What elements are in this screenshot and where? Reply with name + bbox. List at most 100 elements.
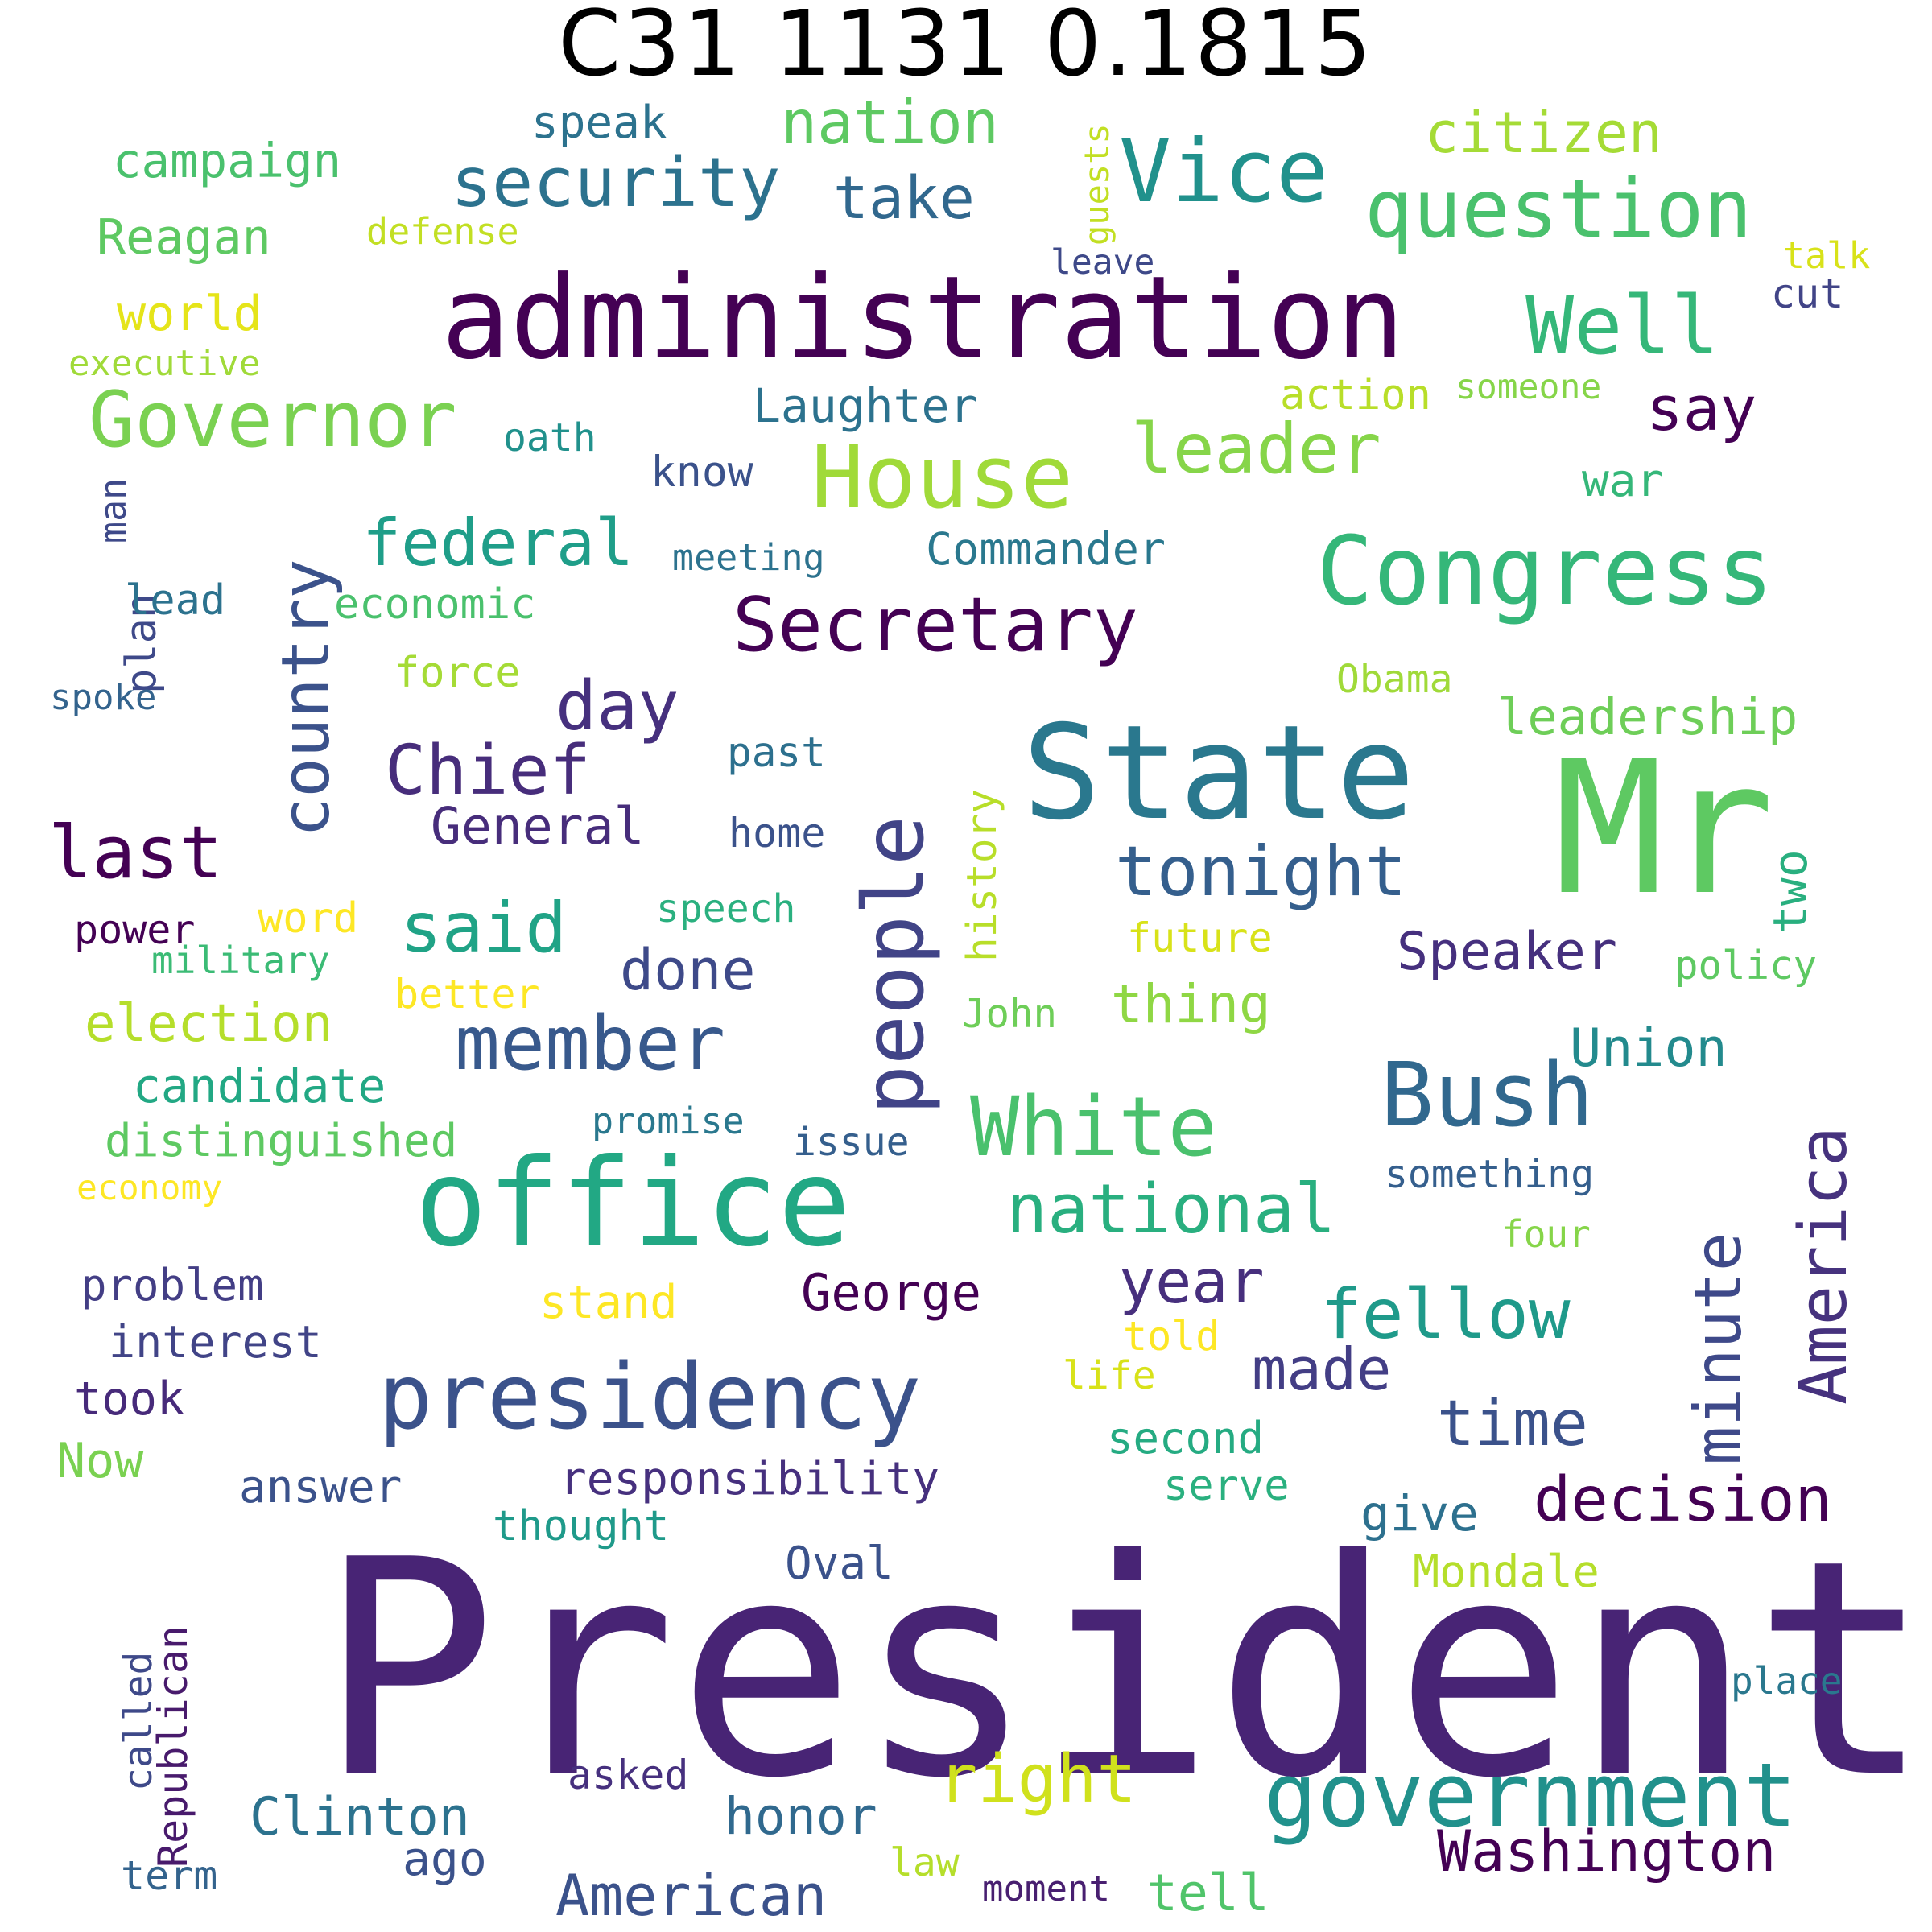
cloud-word: Vice [1119, 122, 1329, 222]
cloud-word: military [151, 939, 330, 982]
cloud-word: speak [531, 97, 667, 149]
cloud-word: time [1437, 1388, 1588, 1460]
cloud-word: something [1385, 1152, 1595, 1197]
cloud-word: Clinton [250, 1787, 470, 1847]
cloud-word: cut [1771, 270, 1844, 317]
cloud-word: office [415, 1133, 851, 1274]
cloud-word: power [74, 906, 196, 953]
cloud-word: Obama [1336, 657, 1453, 702]
cloud-word: State [1022, 698, 1415, 849]
cloud-word: lead [125, 576, 226, 625]
cloud-word: interest [109, 1316, 322, 1368]
cloud-word: took [74, 1373, 185, 1426]
cloud-word: spoke [50, 677, 157, 718]
cloud-word: government [1264, 1744, 1798, 1847]
cloud-word: Secretary [733, 581, 1138, 668]
cloud-word: executive [68, 343, 261, 384]
cloud-word: George [801, 1263, 981, 1322]
cloud-word: policy [1674, 943, 1818, 989]
cloud-word: honor [724, 1787, 877, 1846]
cloud-word: life [1063, 1353, 1156, 1398]
cloud-word: administration [441, 252, 1405, 385]
cloud-word: called [116, 1651, 161, 1791]
cloud-word: Governor [89, 376, 457, 464]
cloud-word: four [1501, 1212, 1591, 1256]
cloud-word: force [394, 649, 521, 697]
cloud-word: made [1252, 1335, 1392, 1403]
cloud-word: war [1582, 455, 1664, 507]
cloud-word: distinguished [105, 1115, 458, 1167]
cloud-word: word [258, 894, 359, 943]
cloud-word: said [400, 888, 568, 968]
cloud-word: responsibility [559, 1453, 940, 1505]
cloud-word: question [1364, 162, 1752, 256]
cloud-word: home [729, 810, 826, 857]
cloud-word: future [1127, 914, 1273, 961]
cloud-word: guests [1077, 123, 1117, 246]
cloud-word: House [811, 427, 1074, 528]
cloud-word: leadership [1497, 687, 1798, 746]
cloud-word: decision [1534, 1464, 1832, 1536]
cloud-word: Reagan [97, 209, 271, 266]
cloud-word: candidate [133, 1059, 386, 1113]
cloud-word: Mr [1554, 721, 1775, 935]
cloud-word: economic [334, 580, 536, 629]
cloud-word: take [833, 164, 975, 233]
cloud-word: day [555, 667, 679, 746]
cloud-word: better [394, 971, 540, 1018]
cloud-word: General [431, 797, 645, 856]
cloud-word: Commander [926, 523, 1166, 575]
cloud-word: answer [239, 1461, 402, 1513]
cloud-word: done [620, 937, 756, 1003]
cloud-word: people [846, 815, 943, 1115]
cloud-word: minute [1681, 1232, 1756, 1465]
cloud-word: leader [1131, 409, 1381, 489]
cloud-word: say [1646, 373, 1757, 444]
cloud-word: history [959, 789, 1006, 962]
cloud-word: moment [982, 1868, 1110, 1909]
cloud-word: second [1107, 1413, 1265, 1463]
cloud-word: Union [1570, 1018, 1728, 1079]
cloud-word: two [1763, 849, 1818, 934]
cloud-word: action [1280, 371, 1431, 419]
cloud-word: American [555, 1863, 828, 1929]
cloud-word: year [1119, 1246, 1265, 1317]
cloud-word: leave [1051, 242, 1155, 283]
cloud-word: serve [1163, 1462, 1290, 1510]
cloud-word: place [1731, 1659, 1843, 1703]
cloud-word: tonight [1115, 832, 1407, 912]
cloud-word: term [121, 1852, 218, 1899]
cloud-word: stand [539, 1276, 678, 1329]
cloud-word: asked [568, 1752, 689, 1798]
cloud-word: Washington [1437, 1818, 1777, 1885]
cloud-word: nation [781, 87, 999, 158]
cloud-word: thought [493, 1502, 670, 1550]
cloud-word: oath [503, 415, 597, 460]
cloud-word: know [650, 448, 753, 497]
cloud-word: problem [80, 1260, 264, 1311]
cloud-word: last [48, 811, 223, 895]
cloud-word: Laughter [753, 378, 978, 433]
cloud-word: ago [402, 1831, 487, 1886]
cloud-word: Mondale [1413, 1546, 1600, 1597]
cloud-word: man [92, 477, 134, 543]
cloud-word: law [890, 1840, 960, 1885]
cloud-word: campaign [113, 133, 342, 188]
cloud-word: member [455, 1000, 725, 1087]
cloud-word: federal [362, 506, 634, 580]
cloud-word: Oval [785, 1538, 894, 1590]
cloud-word: Now [56, 1433, 144, 1489]
cloud-word: country [268, 559, 345, 837]
cloud-word: citizen [1425, 100, 1663, 166]
cloud-word: Chief [385, 731, 591, 811]
cloud-word: tell [1147, 1864, 1269, 1922]
cloud-word: speech [656, 886, 796, 931]
cloud-word: America [1785, 1126, 1862, 1405]
cloud-word: fellow [1320, 1274, 1571, 1355]
cloud-word: right [938, 1741, 1137, 1818]
cloud-word: White [970, 1080, 1218, 1175]
cloud-word: national [1006, 1170, 1336, 1249]
cloud-word: election [85, 994, 333, 1054]
cloud-word: economy [76, 1168, 223, 1208]
